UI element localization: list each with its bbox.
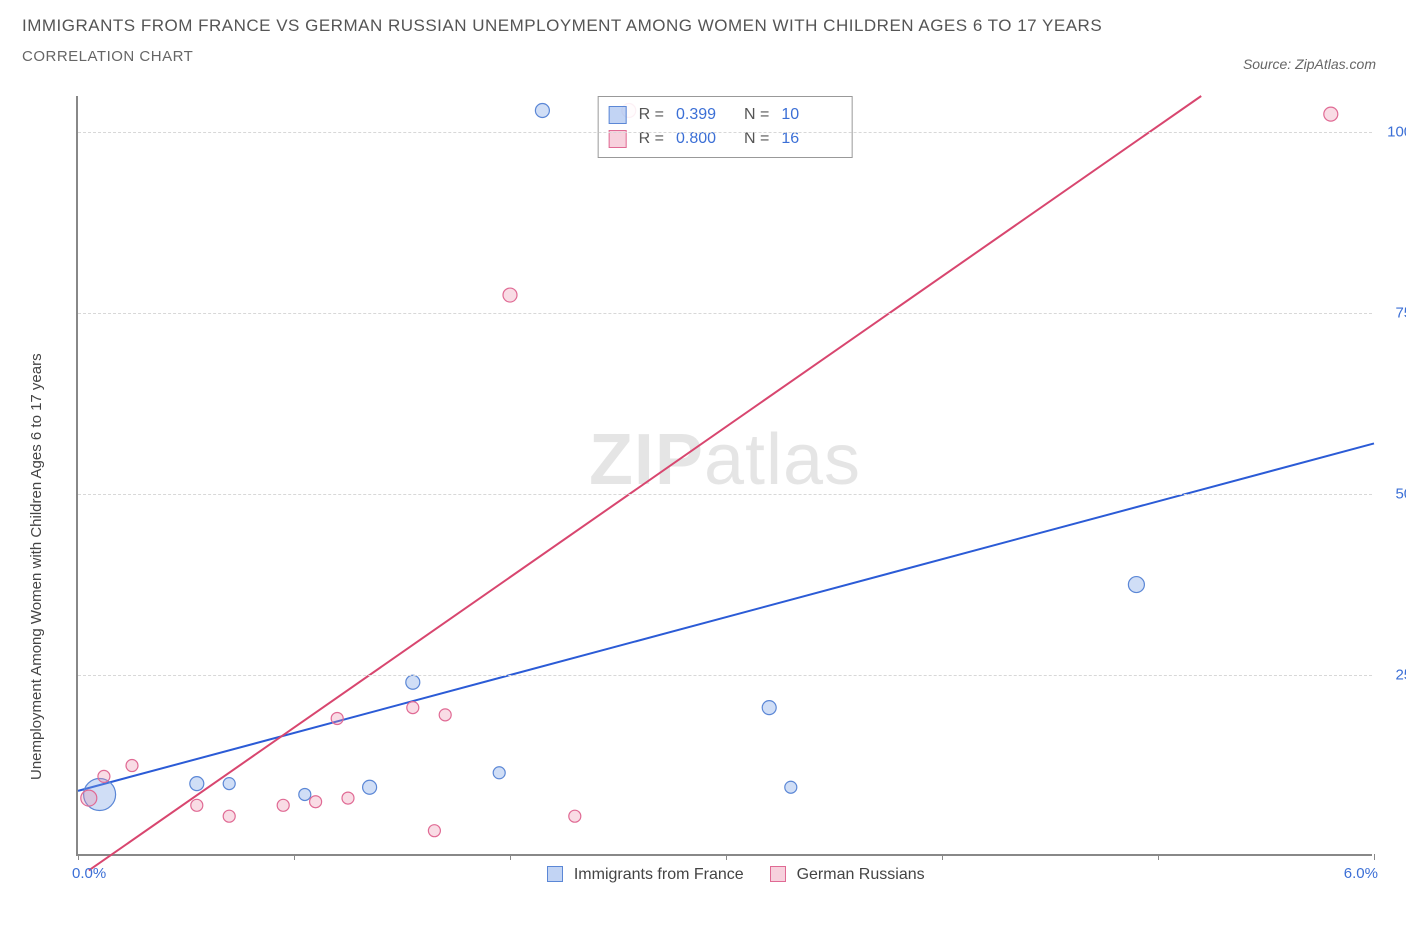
y-axis-title: Unemployment Among Women with Children A…	[28, 353, 45, 780]
x-axis-tick	[1374, 854, 1375, 860]
x-axis-tick	[294, 854, 295, 860]
series-legend: Immigrants from France German Russians	[78, 866, 1372, 884]
x-axis-tick	[942, 854, 943, 860]
y-axis-tick-label: 100.0%	[1387, 124, 1406, 141]
y-axis-tick-label: 25.0%	[1395, 667, 1406, 684]
n-value-german-russian: 16	[781, 127, 837, 151]
data-point-france	[223, 778, 235, 790]
data-point-german_russian	[191, 799, 203, 811]
legend-swatch-german-russian	[770, 866, 786, 882]
trend-line-france	[78, 443, 1374, 790]
y-axis-tick-label: 75.0%	[1395, 305, 1406, 322]
gridline	[78, 313, 1372, 314]
x-axis-tick	[78, 854, 79, 860]
title-block: IMMIGRANTS FROM FRANCE VS GERMAN RUSSIAN…	[22, 16, 1384, 65]
data-point-german_russian	[277, 799, 289, 811]
data-point-german_russian	[407, 702, 419, 714]
gridline	[78, 132, 1372, 133]
plot-area: ZIPatlas R = 0.399 N = 10 R = 0.800 N = …	[76, 96, 1372, 856]
x-axis-tick	[510, 854, 511, 860]
data-point-france	[363, 780, 377, 794]
data-point-german_russian	[342, 792, 354, 804]
data-point-german_russian	[126, 760, 138, 772]
legend-swatch-france	[609, 106, 627, 124]
data-point-german_russian	[503, 288, 517, 302]
data-point-france	[406, 675, 420, 689]
data-point-france	[762, 701, 776, 715]
data-point-german_russian	[569, 810, 581, 822]
chart-title: IMMIGRANTS FROM FRANCE VS GERMAN RUSSIAN…	[22, 16, 1384, 36]
correlation-legend-row: R = 0.399 N = 10	[609, 103, 838, 127]
data-point-france	[493, 767, 505, 779]
r-value-german-russian: 0.800	[676, 127, 732, 151]
data-point-france	[785, 781, 797, 793]
n-value-france: 10	[781, 103, 837, 127]
data-point-german_russian	[310, 796, 322, 808]
source-attribution: Source: ZipAtlas.com	[1243, 56, 1376, 72]
data-point-german_russian	[223, 810, 235, 822]
legend-label-german-russian: German Russians	[797, 866, 925, 883]
r-value-france: 0.399	[676, 103, 732, 127]
data-point-france	[1128, 577, 1144, 593]
data-point-german_russian	[331, 712, 343, 724]
legend-swatch-france	[547, 866, 563, 882]
chart-svg	[78, 96, 1372, 854]
data-point-german_russian	[98, 770, 110, 782]
data-point-france	[535, 103, 549, 117]
r-label: R =	[639, 103, 664, 127]
data-point-german_russian	[81, 790, 97, 806]
y-axis-tick-label: 50.0%	[1395, 486, 1406, 503]
data-point-france	[190, 777, 204, 791]
n-label: N =	[744, 127, 769, 151]
x-axis-tick	[726, 854, 727, 860]
data-point-german_russian	[428, 825, 440, 837]
correlation-legend: R = 0.399 N = 10 R = 0.800 N = 16	[598, 96, 853, 158]
chart-subtitle: CORRELATION CHART	[22, 48, 1384, 65]
data-point-france	[299, 788, 311, 800]
data-point-german_russian	[439, 709, 451, 721]
x-axis-tick	[1158, 854, 1159, 860]
n-label: N =	[744, 103, 769, 127]
gridline	[78, 675, 1372, 676]
correlation-legend-row: R = 0.800 N = 16	[609, 127, 838, 151]
gridline	[78, 494, 1372, 495]
chart-container: IMMIGRANTS FROM FRANCE VS GERMAN RUSSIAN…	[0, 0, 1406, 930]
trend-line-german_russian	[89, 96, 1201, 870]
data-point-german_russian	[1324, 107, 1338, 121]
r-label: R =	[639, 127, 664, 151]
legend-label-france: Immigrants from France	[574, 866, 744, 883]
